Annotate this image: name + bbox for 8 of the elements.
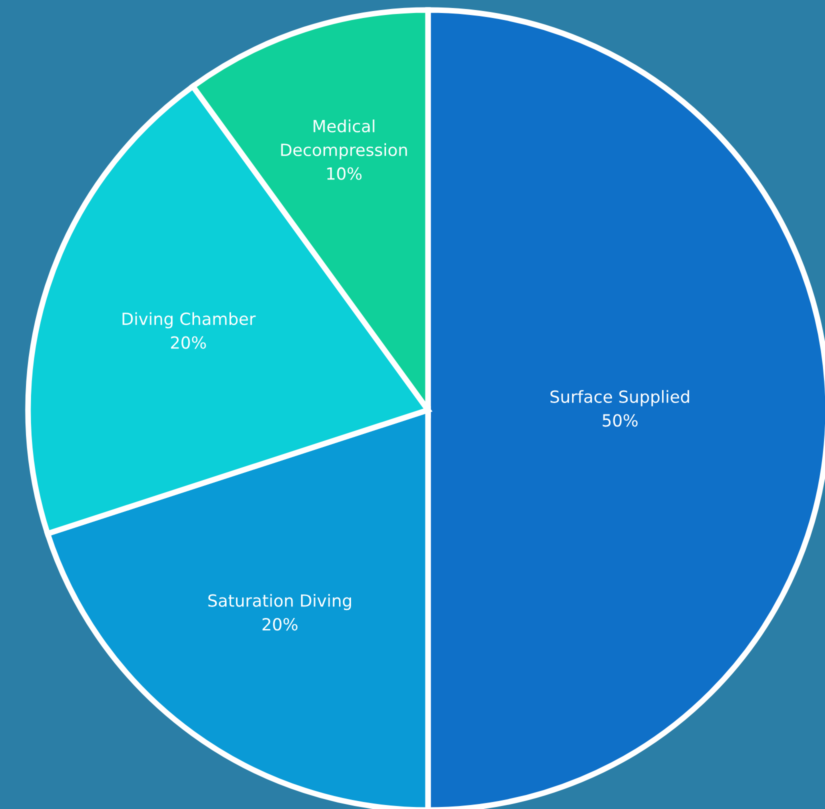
slice-label: Surface Supplied (550, 390, 690, 406)
slice-label: Medical Decompression (281, 120, 407, 160)
data-label: 50% (602, 414, 638, 427)
data-label: 20% (171, 336, 206, 349)
data-label: 20% (262, 618, 298, 631)
slice-label: Diving Chamber (122, 312, 256, 328)
slice-label: Saturation Diving (208, 594, 352, 610)
data-label: 10% (327, 167, 362, 180)
